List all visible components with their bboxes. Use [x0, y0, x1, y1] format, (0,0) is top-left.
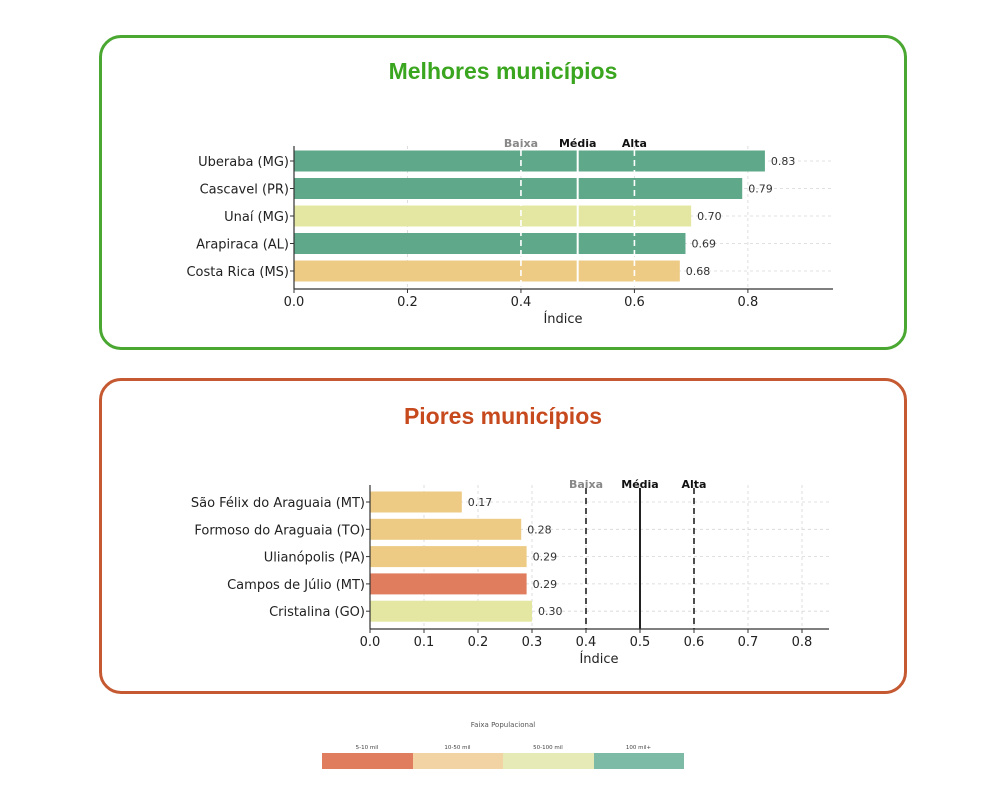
legend-label: 5-10 mil [355, 745, 379, 751]
x-tick-label: 0.4 [576, 635, 597, 650]
x-tick-label: 0.2 [468, 635, 489, 650]
reference-label-baixa: Baixa [569, 478, 603, 491]
legend-title: Faixa Populacional [470, 721, 536, 729]
legend-swatch [322, 753, 413, 769]
bar-value-label: 0.79 [748, 183, 773, 196]
category-label: Cascavel (PR) [200, 183, 289, 198]
bar-3 [294, 205, 692, 227]
x-tick-label: 0.1 [414, 635, 435, 650]
x-axis-label: Índice [579, 651, 618, 667]
category-label: Cristalina (GO) [269, 605, 365, 620]
x-tick-label: 0.6 [624, 295, 645, 310]
bar-value-label: 0.30 [538, 605, 563, 618]
bar-2 [370, 518, 522, 540]
legend-swatch [503, 753, 594, 769]
bar-5 [294, 260, 680, 282]
legend-label: 50-100 mil [533, 745, 563, 751]
legend-swatch [593, 753, 684, 769]
x-tick-label: 0.3 [522, 635, 543, 650]
reference-label-baixa: Baixa [504, 137, 538, 150]
category-label: Costa Rica (MS) [186, 265, 289, 280]
legend-labels: 5-10 mil 10-50 mil 50-100 mil 100 mil+ [322, 745, 684, 755]
x-tick-label: 0.7 [738, 635, 759, 650]
reference-label-média: Média [621, 478, 658, 491]
reference-label-média: Média [559, 137, 596, 150]
x-tick-label: 0.0 [284, 295, 305, 310]
bar-4 [370, 573, 527, 595]
bar-3 [370, 546, 527, 568]
legend-swatch [412, 753, 503, 769]
bar-value-label: 0.29 [533, 551, 558, 564]
category-label: Formoso do Araguaia (TO) [194, 523, 365, 538]
reference-label-alta: Alta [622, 137, 647, 150]
reference-label-alta: Alta [682, 478, 707, 491]
category-label: Ulianópolis (PA) [264, 551, 365, 566]
category-label: São Félix do Araguaia (MT) [191, 496, 365, 511]
bar-value-label: 0.29 [533, 578, 558, 591]
x-tick-label: 0.5 [630, 635, 651, 650]
category-label: Unaí (MG) [224, 210, 289, 225]
legend-label: 100 mil+ [625, 745, 652, 751]
x-tick-label: 0.2 [397, 295, 418, 310]
legend-swatches [322, 753, 684, 769]
population-legend: Faixa Populacional 5-10 mil 10-50 mil 50-1… [322, 716, 684, 776]
bar-2 [294, 178, 743, 199]
category-label: Uberaba (MG) [198, 155, 289, 170]
x-axis-label: Índice [543, 311, 582, 327]
bar-value-label: 0.68 [686, 265, 711, 278]
x-tick-label: 0.8 [792, 635, 813, 650]
x-tick-label: 0.0 [360, 635, 381, 650]
best-panel-title: Melhores municípios [388, 58, 618, 84]
bar-1 [294, 150, 765, 172]
bar-5 [370, 600, 532, 622]
x-tick-label: 0.4 [511, 295, 532, 310]
bar-1 [370, 491, 462, 513]
bar-value-label: 0.69 [691, 238, 716, 251]
x-tick-label: 0.6 [684, 635, 705, 650]
bar-value-label: 0.28 [527, 523, 552, 536]
category-label: Campos de Júlio (MT) [227, 578, 365, 593]
x-tick-label: 0.8 [738, 295, 759, 310]
legend-label: 10-50 mil [444, 745, 471, 751]
bar-value-label: 0.70 [697, 210, 722, 223]
bar-value-label: 0.83 [771, 155, 796, 168]
category-label: Arapiraca (AL) [196, 238, 289, 253]
bar-4 [294, 233, 686, 254]
bar-value-label: 0.17 [468, 496, 493, 509]
worst-panel-title: Piores municípios [403, 403, 603, 429]
